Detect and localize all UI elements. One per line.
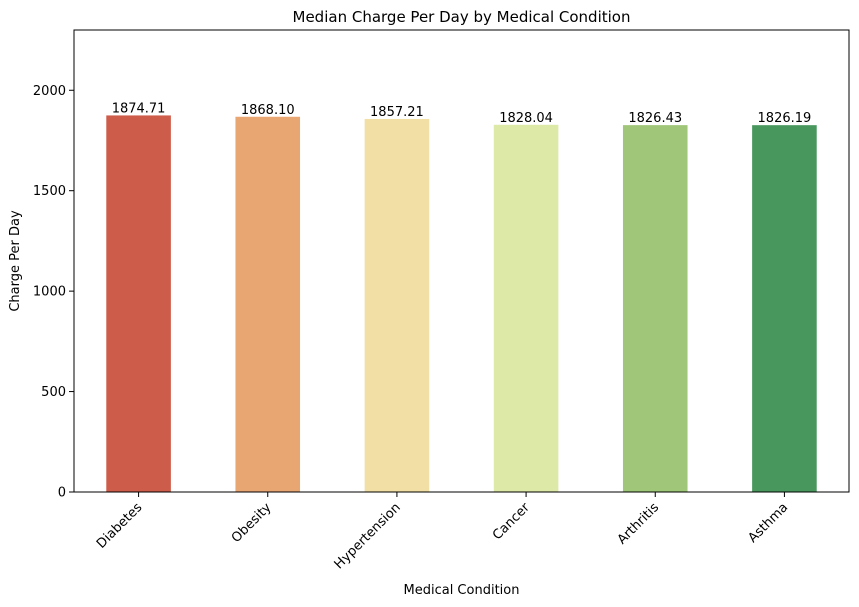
data-label: 1826.43	[628, 111, 682, 126]
y-tick-label: 1500	[33, 184, 66, 199]
plot-area: 1874.71 Diabetes 1868.10 Obesity 1857.21 Hype…	[33, 29, 850, 572]
bar-obesity	[235, 116, 301, 493]
y-tick-label: 0	[58, 486, 66, 501]
bar-diabetes	[106, 115, 171, 492]
y-axis-label: Charge Per Day	[8, 210, 23, 312]
chart-title: Median Charge Per Day by Medical Conditi…	[293, 8, 631, 26]
x-tick-label: Arthritis	[615, 500, 663, 548]
x-tick-label: Obesity	[229, 500, 275, 546]
y-tick-label: 2000	[33, 84, 66, 99]
data-label: 1826.19	[758, 111, 812, 126]
bar-asthma	[752, 125, 817, 492]
y-tick-label: 1000	[33, 285, 66, 300]
x-tick-label: Cancer	[490, 500, 533, 543]
x-axis-label: Medical Condition	[404, 583, 520, 598]
data-label: 1828.04	[499, 111, 553, 126]
data-label: 1868.10	[241, 103, 295, 118]
x-tick-label: Asthma	[746, 500, 792, 546]
y-tick-label: 500	[41, 385, 66, 400]
data-label: 1874.71	[112, 101, 166, 116]
bar-hypertension	[364, 118, 430, 493]
data-label: 1857.21	[370, 105, 424, 120]
x-tick-label: Hypertension	[332, 500, 404, 572]
x-tick-label: Diabetes	[94, 500, 146, 552]
bar-arthritis	[622, 125, 688, 493]
bar-cancer	[493, 124, 559, 492]
plot-frame	[73, 29, 850, 493]
